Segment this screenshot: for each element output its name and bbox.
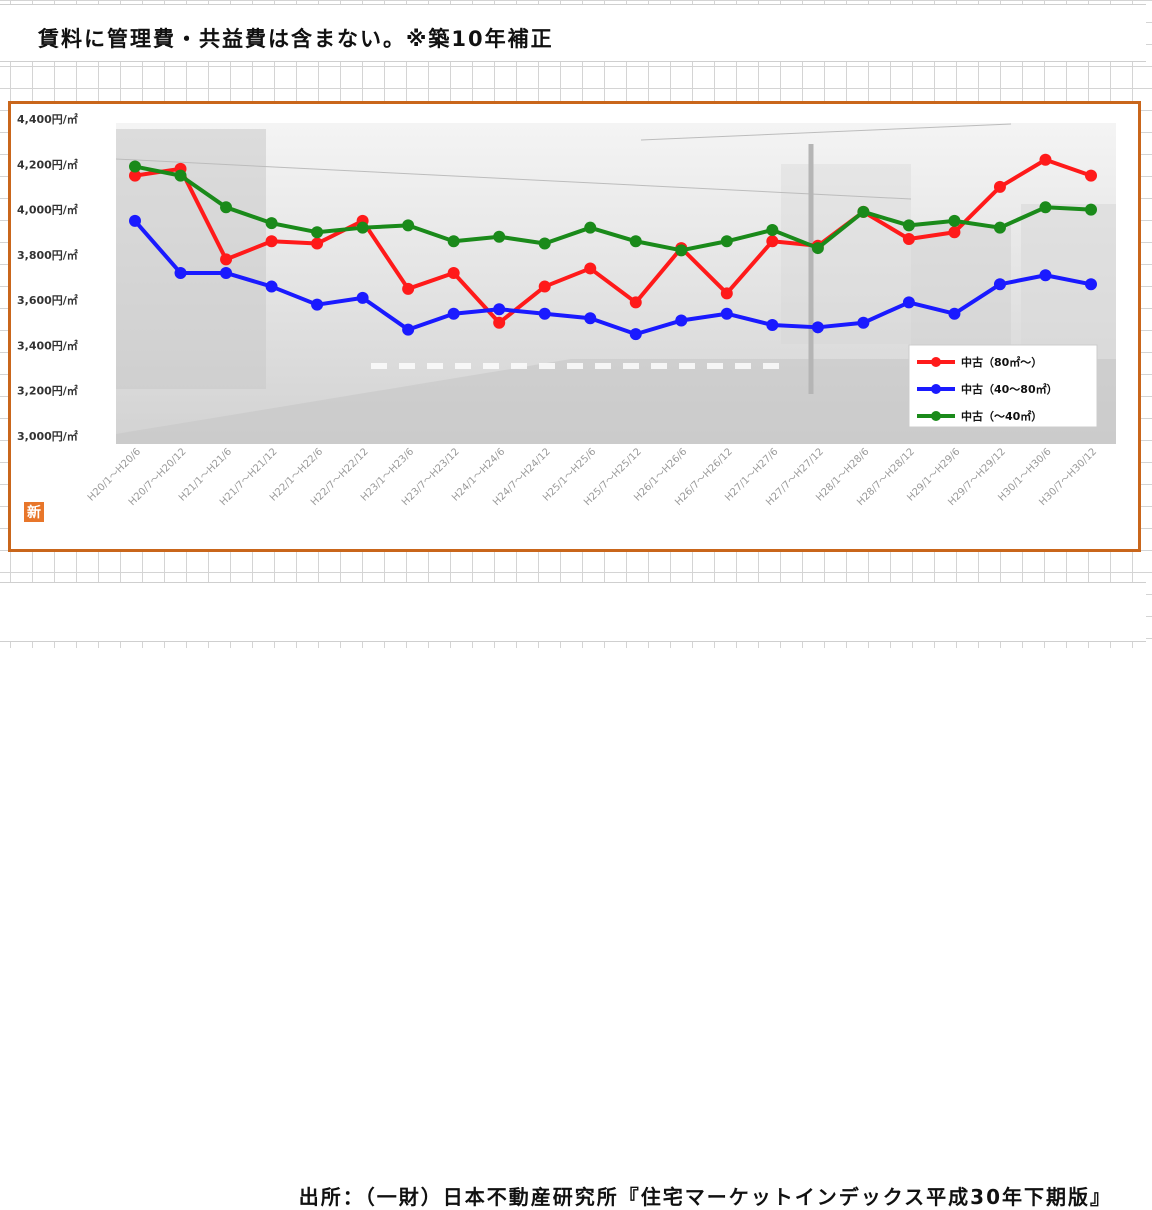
data-point xyxy=(993,221,1006,234)
data-point xyxy=(447,266,460,279)
y-axis: 4,400円/㎡ 4,200円/㎡ 4,000円/㎡ 3,800円/㎡ 3,600円/㎡… xyxy=(17,112,78,443)
data-point xyxy=(174,169,187,182)
data-point xyxy=(720,307,733,320)
data-point xyxy=(584,262,597,275)
data-point xyxy=(1085,278,1097,291)
data-point xyxy=(902,219,915,232)
source-citation: 出所：（一財）日本不動産研究所『住宅マーケットインデックス平成30年下期版』 xyxy=(298,1185,1112,1209)
legend-label: 中古（～40㎡） xyxy=(961,409,1042,423)
data-point xyxy=(629,296,642,309)
data-point xyxy=(402,282,415,295)
data-point xyxy=(129,214,141,227)
data-point xyxy=(902,233,915,246)
data-point xyxy=(1085,203,1097,216)
data-point xyxy=(174,266,187,279)
data-point xyxy=(584,312,597,325)
data-point xyxy=(993,278,1006,291)
data-point xyxy=(538,237,551,250)
y-tick-label: 4,000円/㎡ xyxy=(17,203,78,217)
rent-note: 賃料に管理費・共益費は含まない。※築10年補正 xyxy=(38,27,554,51)
data-point xyxy=(857,205,870,218)
y-tick-label: 3,800円/㎡ xyxy=(17,248,78,262)
x-axis: H20/1～H20/6H20/7～H20/12H21/1～H21/6H21/7～… xyxy=(86,446,1099,508)
data-point xyxy=(811,242,824,255)
data-point xyxy=(493,303,506,316)
logo-badge: 新 xyxy=(24,502,44,522)
data-point xyxy=(584,221,597,234)
data-point xyxy=(993,180,1006,193)
y-tick-label: 3,600円/㎡ xyxy=(17,293,78,307)
data-point xyxy=(766,235,779,248)
data-point xyxy=(538,280,551,293)
rent-index-chart: 4,400円/㎡ 4,200円/㎡ 4,000円/㎡ 3,800円/㎡ 3,600円/㎡… xyxy=(17,112,1116,508)
data-point xyxy=(720,287,733,300)
data-point xyxy=(948,307,961,320)
legend-label: 中古（80㎡～） xyxy=(961,355,1042,369)
source-band: 出所：（一財）日本不動産研究所『住宅マーケットインデックス平成30年下期版』 xyxy=(0,582,1146,1209)
data-point xyxy=(948,226,961,239)
data-point xyxy=(220,266,233,279)
data-point xyxy=(493,316,506,329)
y-tick-label: 4,200円/㎡ xyxy=(17,157,78,171)
series-line xyxy=(133,219,1092,337)
data-point xyxy=(720,235,733,248)
legend-swatch-marker xyxy=(931,411,941,421)
data-point xyxy=(766,223,779,236)
data-point xyxy=(220,201,233,214)
data-point xyxy=(220,253,233,266)
data-point xyxy=(129,160,141,173)
legend-box xyxy=(908,344,1098,428)
data-point xyxy=(447,307,460,320)
chart-frame[interactable]: 4,400円/㎡ 4,200円/㎡ 4,000円/㎡ 3,800円/㎡ 3,600円/㎡… xyxy=(8,101,1141,552)
data-point xyxy=(129,169,141,182)
data-point xyxy=(265,235,278,248)
data-point xyxy=(356,221,369,234)
y-tick-label: 3,200円/㎡ xyxy=(17,384,78,398)
data-point xyxy=(1039,201,1052,214)
y-tick-label: 3,400円/㎡ xyxy=(17,338,78,352)
data-point xyxy=(675,314,688,327)
legend-swatch-marker xyxy=(931,384,941,394)
data-point xyxy=(1039,153,1052,166)
series-line xyxy=(134,157,1092,325)
legend-label: 中古（40～80㎡） xyxy=(961,382,1058,396)
note-band: 賃料に管理費・共益費は含まない。※築10年補正 xyxy=(0,4,1146,62)
data-point xyxy=(447,235,460,248)
series-line xyxy=(134,164,1092,253)
data-point xyxy=(766,319,779,332)
data-point xyxy=(493,230,506,243)
data-point xyxy=(902,296,915,309)
legend-swatch-marker xyxy=(931,357,941,367)
data-point xyxy=(311,226,324,239)
data-point xyxy=(857,316,870,329)
y-tick-label: 4,400円/㎡ xyxy=(17,112,78,126)
data-point xyxy=(356,291,369,304)
data-point xyxy=(265,280,278,293)
data-point xyxy=(1085,169,1097,182)
plot-area xyxy=(129,153,1097,341)
data-point xyxy=(811,321,824,334)
data-point xyxy=(1039,269,1052,282)
y-tick-label: 3,000円/㎡ xyxy=(17,429,78,443)
data-point xyxy=(629,235,642,248)
data-point xyxy=(629,328,642,341)
legend: 中古（80㎡～） 中古（40～80㎡） 中古（～40㎡） xyxy=(908,344,1098,428)
data-point xyxy=(948,214,961,227)
data-point xyxy=(538,307,551,320)
data-point xyxy=(311,298,324,311)
data-point xyxy=(402,219,415,232)
data-point xyxy=(311,237,324,250)
data-point xyxy=(402,323,415,336)
data-point xyxy=(675,244,688,257)
data-point xyxy=(265,217,278,230)
